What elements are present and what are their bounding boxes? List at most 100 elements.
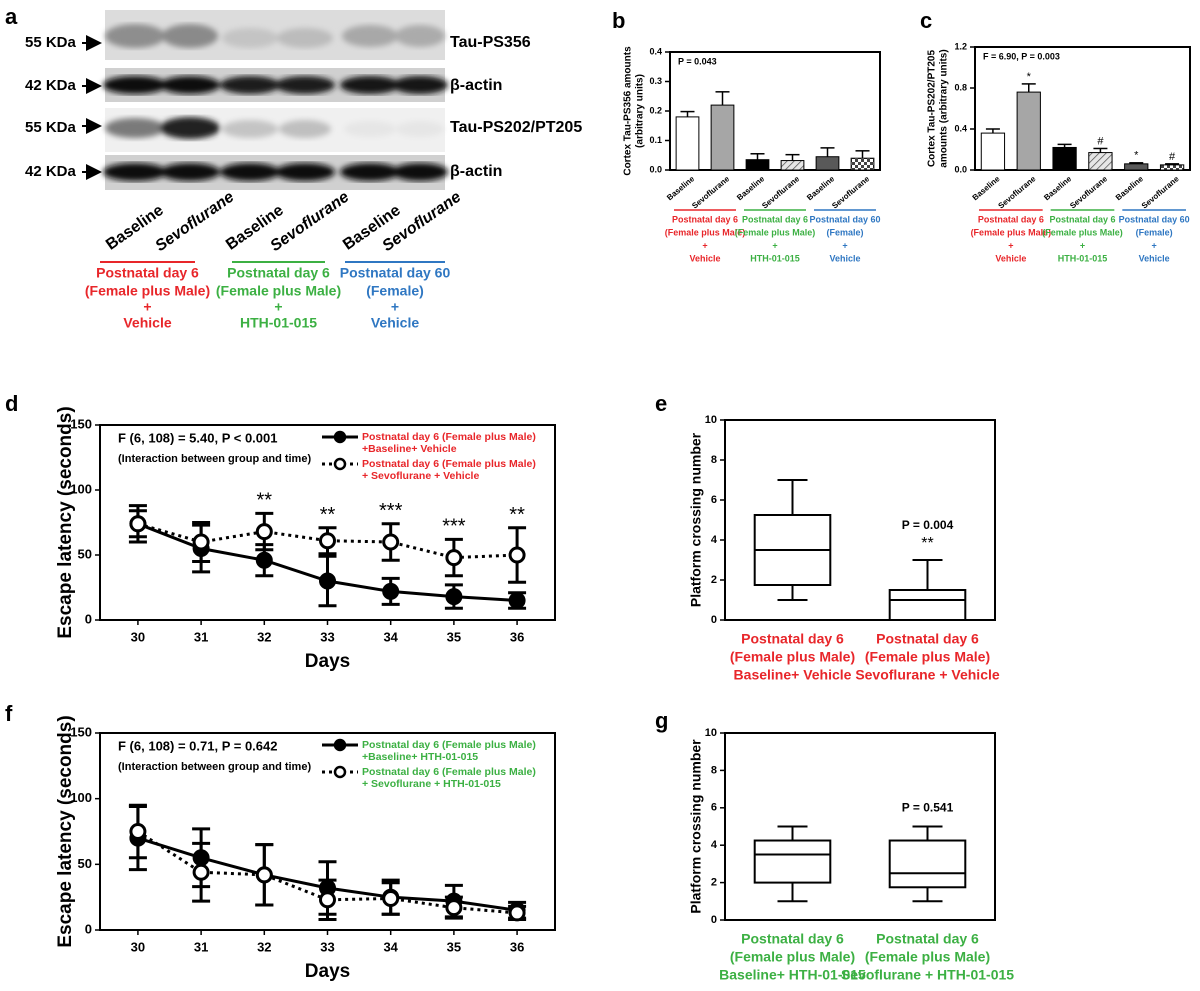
kda-label: 55 KDa <box>25 119 77 136</box>
bar <box>1088 152 1113 171</box>
y-tick-label: 0.3 <box>649 76 662 86</box>
protein-label: Tau-PS202/PT205 <box>450 119 582 136</box>
data-point <box>255 523 273 541</box>
group-label: Postnatal day 6 <box>672 214 738 224</box>
y-tick-label: 1.2 <box>954 41 967 51</box>
group-label: Postnatal day 6 <box>1049 214 1115 224</box>
x-tick-label: 36 <box>510 629 524 644</box>
annotation: P = 0.004 <box>902 518 954 532</box>
group-label: + <box>772 240 777 250</box>
annotation: (Interaction between group and time) <box>118 761 311 773</box>
y-axis-label: Escape latency (seconds) <box>55 406 76 638</box>
western-blot: a 55 KDa 42 KDa 55 KDa 42 K <box>5 4 582 255</box>
protein-label: β-actin <box>450 77 502 94</box>
group-label: + <box>1152 240 1157 250</box>
y-axis-label: Cortex Tau-PS356 amounts <box>623 46 634 176</box>
significance-marker: # <box>1169 151 1176 163</box>
x-tick-label: 36 <box>510 939 524 954</box>
group-label: HTH-01-015 <box>240 315 317 331</box>
significance-marker: # <box>1097 135 1104 147</box>
group-label: HTH-01-015 <box>750 253 800 263</box>
x-tick-label: Postnatal day 6 <box>876 631 979 647</box>
x-tick-label: Baseline <box>971 174 1002 202</box>
box <box>753 839 832 884</box>
data-point <box>192 533 210 551</box>
bar <box>1052 146 1077 171</box>
y-tick-label: 4 <box>711 839 718 851</box>
protein-label: β-actin <box>450 163 502 180</box>
legend-label: Postnatal day 6 (Female plus Male) <box>362 431 536 443</box>
group-label: + <box>391 299 399 315</box>
x-tick-label: 32 <box>257 629 271 644</box>
y-tick-label: 6 <box>711 802 717 814</box>
group-label: (Female plus Male) <box>1042 227 1123 237</box>
kda-label: 42 KDa <box>25 77 77 94</box>
group-label: + <box>1008 240 1013 250</box>
annotation: F (6, 108) = 5.40, P < 0.001 <box>118 430 277 445</box>
data-point <box>445 899 463 917</box>
legend-marker <box>333 430 347 444</box>
y-tick-label: 150 <box>70 416 92 431</box>
legend-marker <box>333 765 347 779</box>
bar <box>675 116 700 171</box>
group-label: + <box>1080 240 1085 250</box>
significance-marker: ** <box>257 490 273 512</box>
x-tick-label: Baseline <box>735 174 766 202</box>
data-point <box>382 582 400 600</box>
lane-label: Sevoflurane <box>152 188 237 255</box>
blot-bands <box>105 24 445 48</box>
panel-letter: g <box>655 708 668 733</box>
x-tick-label: (Female plus Male) <box>865 949 990 965</box>
y-tick-label: 0.0 <box>649 164 662 174</box>
blot-bands <box>103 163 448 181</box>
group-label: (Female plus Male) <box>216 283 341 299</box>
plot-frame <box>974 46 1191 171</box>
x-tick-label: 35 <box>447 629 461 644</box>
plot-frame <box>724 732 996 921</box>
group-label: Vehicle <box>829 253 860 263</box>
plot-frame <box>669 51 881 171</box>
bar <box>850 157 875 171</box>
x-tick-label: (Female plus Male) <box>730 649 855 665</box>
panel-letter: f <box>5 701 13 726</box>
x-tick-label: 32 <box>257 939 271 954</box>
data-point <box>255 551 273 569</box>
annotation: (Interaction between group and time) <box>118 453 311 465</box>
x-tick-label: (Female plus Male) <box>865 649 990 665</box>
blot-bands <box>103 76 448 94</box>
x-tick-label: Sevoflurane <box>690 174 731 211</box>
x-tick-label: 34 <box>383 939 398 954</box>
bar <box>1016 91 1041 171</box>
panel-letter: b <box>612 8 625 33</box>
data-point <box>319 891 336 909</box>
x-tick-label: 30 <box>131 629 145 644</box>
y-tick-label: 2 <box>711 574 717 586</box>
blot-bands <box>105 117 444 139</box>
panel-letter: d <box>5 391 18 416</box>
legend-marker <box>333 457 347 471</box>
x-tick-label: 34 <box>383 629 398 644</box>
y-tick-label: 0.8 <box>954 82 967 92</box>
group-label: + <box>274 299 282 315</box>
legend-label: + Sevoflurane + Vehicle <box>362 470 479 482</box>
x-axis-label: Days <box>305 961 350 982</box>
y-tick-label: 6 <box>711 494 717 506</box>
group-label: (Female plus Male) <box>85 283 210 299</box>
legend-label: +Baseline+ Vehicle <box>362 443 457 455</box>
data-point <box>508 546 526 564</box>
y-axis-label: Cortex Tau-PS202/PT205 <box>927 50 938 168</box>
group-label: Vehicle <box>1139 253 1170 263</box>
y-axis-label: (arbitrary units) <box>635 74 646 148</box>
x-axis-label: Days <box>305 651 350 672</box>
annotation: P = 0.541 <box>902 801 954 815</box>
y-tick-label: 50 <box>78 856 92 871</box>
significance-marker: * <box>1134 150 1139 162</box>
group-label: Postnatal day 60 <box>809 214 880 224</box>
annotation: F = 6.90, P = 0.003 <box>983 51 1060 61</box>
data-point <box>129 515 147 533</box>
bar <box>710 104 735 171</box>
group-label: + <box>842 240 847 250</box>
